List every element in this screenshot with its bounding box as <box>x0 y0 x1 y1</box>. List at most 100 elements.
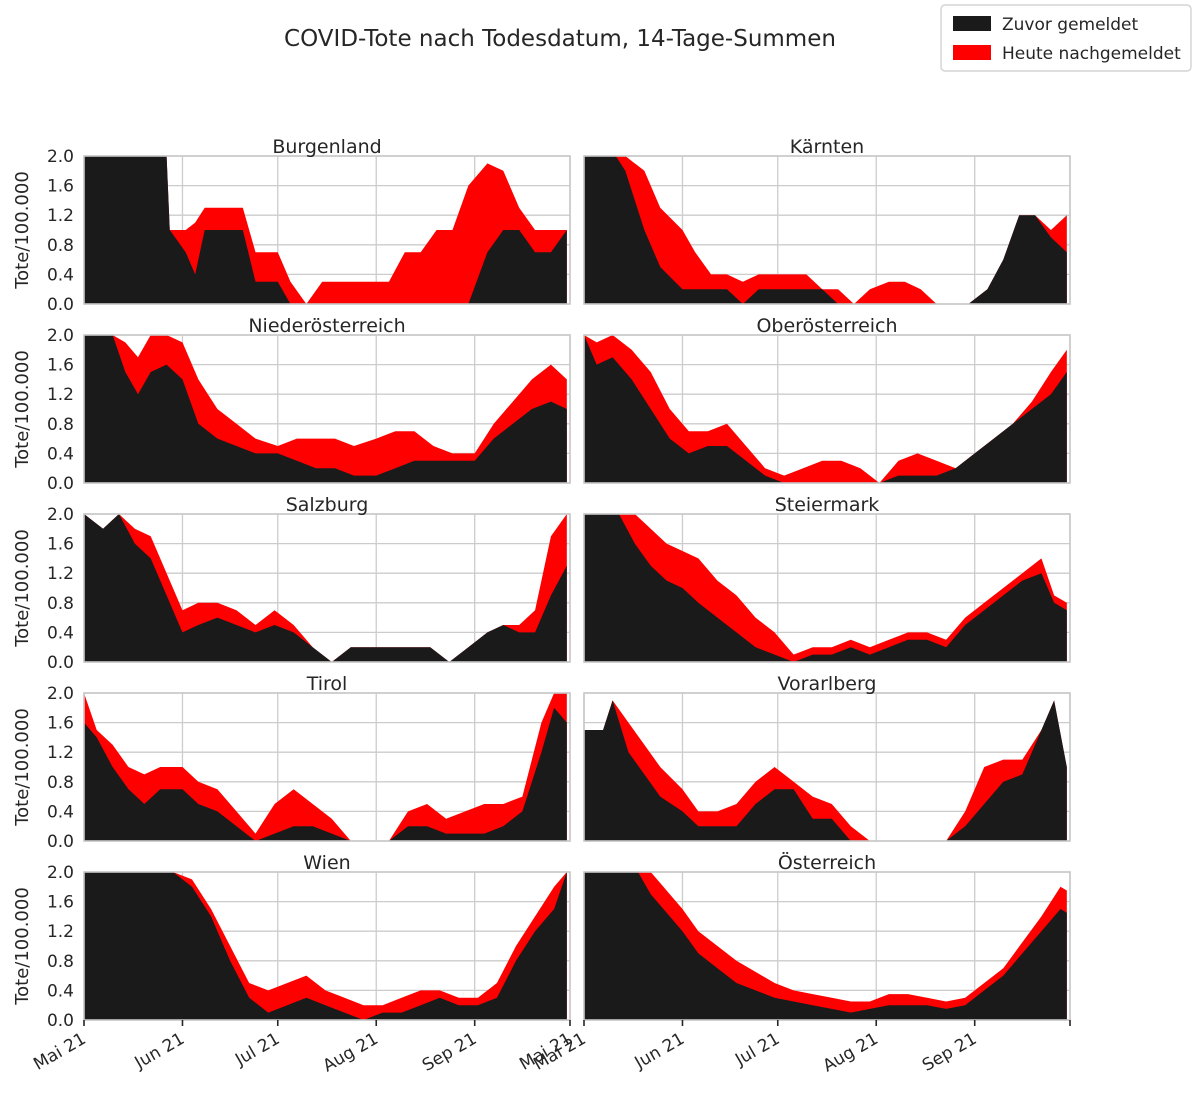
y-tick-label: 2.0 <box>47 863 74 883</box>
panel-frame <box>583 334 1071 484</box>
areas <box>584 514 1067 662</box>
y-tick-label: 0.0 <box>47 295 74 315</box>
small-multiples: Burgenland 0.0 0.4 0.8 1.2 1.6 2.0 Tote/100.000… <box>12 136 1071 1076</box>
area-previous-niederösterreich <box>84 335 567 483</box>
x-tick-label: Aug 21 <box>820 1029 882 1076</box>
y-tick-label: 1.2 <box>47 564 74 584</box>
y-tick-label: 1.2 <box>47 743 74 763</box>
panel-frame <box>583 692 1071 842</box>
legend: Zuvor gemeldet Heute nachgemeldet <box>940 4 1192 72</box>
y-axis-label: Tote/100.000 <box>12 171 33 290</box>
areas <box>584 335 1067 483</box>
y-tick-label: 2.0 <box>47 505 74 525</box>
y-tick-label: 2.0 <box>47 147 74 167</box>
areas <box>84 156 567 304</box>
legend-label-previous: Zuvor gemeldet <box>1002 15 1139 35</box>
y-tick-label: 0.8 <box>47 594 74 614</box>
y-tick-label: 0.0 <box>47 653 74 673</box>
panel-frame <box>83 692 571 842</box>
panel-title: Niederösterreich <box>248 315 405 337</box>
areas <box>84 872 567 1020</box>
y-tick-label: 0.0 <box>47 474 74 494</box>
areas <box>84 693 567 841</box>
y-tick-label: 1.6 <box>47 535 74 555</box>
x-tick-label: Jun 21 <box>131 1029 188 1074</box>
panel-title: Tirol <box>306 673 348 695</box>
panel-oberösterreich: Oberösterreich <box>583 315 1071 484</box>
y-tick-label: 2.0 <box>47 326 74 346</box>
areas <box>584 700 1067 841</box>
panel-kärnten: Kärnten <box>583 136 1071 305</box>
y-tick-label: 0.0 <box>47 1011 74 1031</box>
legend-label-new: Heute nachgemeldet <box>1002 44 1181 64</box>
y-tick-label: 0.4 <box>47 444 74 464</box>
y-tick-label: 0.8 <box>47 773 74 793</box>
y-tick-label: 0.4 <box>47 623 74 643</box>
y-tick-label: 1.2 <box>47 206 74 226</box>
y-axis-label: Tote/100.000 <box>12 887 33 1006</box>
y-tick-label: 1.2 <box>47 385 74 405</box>
areas <box>84 335 567 483</box>
x-tick-label: Sep 21 <box>419 1029 480 1076</box>
area-previous-österreich <box>584 872 1067 1020</box>
panel-salzburg: Salzburg 0.0 0.4 0.8 1.2 1.6 2.0 Tote/100.000 <box>12 494 571 673</box>
panel-title: Oberösterreich <box>756 315 897 337</box>
areas <box>584 872 1067 1020</box>
area-previous-salzburg <box>84 514 567 662</box>
area-new-kärnten <box>584 156 1067 304</box>
panel-niederösterreich: Niederösterreich 0.0 0.4 0.8 1.2 1.6 2.0 Tote/1… <box>12 315 571 494</box>
area-previous-wien <box>84 872 567 1020</box>
y-tick-label: 0.8 <box>47 236 74 256</box>
panel-title: Burgenland <box>272 136 381 158</box>
panel-frame <box>83 155 571 305</box>
y-tick-label: 1.6 <box>47 893 74 913</box>
panel-title: Vorarlberg <box>778 673 877 695</box>
panel-frame <box>583 871 1071 1021</box>
panel-vorarlberg: Vorarlberg <box>583 673 1071 842</box>
legend-swatch-previous <box>953 16 991 31</box>
area-previous-vorarlberg <box>584 700 1067 841</box>
panel-wien: Wien 0.0 0.4 0.8 1.2 1.6 2.0 Tote/100.000 Mai 21… <box>12 852 576 1076</box>
area-new-tirol <box>84 693 567 841</box>
area-new-oberösterreich <box>584 335 1067 483</box>
x-tick-label: Jun 21 <box>631 1029 688 1074</box>
chart-title: COVID-Tote nach Todesdatum, 14-Tage-Summ… <box>284 26 836 52</box>
x-tick-label: Mai 21 <box>30 1029 89 1075</box>
panel-title: Steiermark <box>775 494 880 516</box>
panel-burgenland: Burgenland 0.0 0.4 0.8 1.2 1.6 2.0 Tote/100.000 <box>12 136 571 315</box>
y-axis-label: Tote/100.000 <box>12 708 33 827</box>
x-tick-label: Jul 21 <box>731 1029 783 1071</box>
panel-steiermark: Steiermark <box>583 494 1071 663</box>
x-tick-label: Sep 21 <box>919 1029 980 1076</box>
panel-tirol: Tirol 0.0 0.4 0.8 1.2 1.6 2.0 Tote/100.000 <box>12 673 571 852</box>
y-tick-label: 0.8 <box>47 415 74 435</box>
panel-title: Salzburg <box>286 494 369 516</box>
area-previous-kärnten <box>584 156 1067 304</box>
y-tick-label: 0.8 <box>47 952 74 972</box>
area-previous-tirol <box>84 707 567 841</box>
panel-frame <box>583 513 1071 663</box>
legend-swatch-new <box>953 45 991 60</box>
panel-frame <box>83 334 571 484</box>
areas <box>84 514 567 662</box>
y-tick-label: 1.6 <box>47 714 74 734</box>
panel-title: Kärnten <box>790 136 864 158</box>
x-tick-label: Jul 21 <box>231 1029 283 1071</box>
panel-title: Österreich <box>778 851 876 874</box>
y-tick-label: 1.6 <box>47 177 74 197</box>
x-tick-label: Aug 21 <box>320 1029 382 1076</box>
area-previous-oberösterreich <box>584 335 1067 483</box>
y-tick-label: 0.4 <box>47 802 74 822</box>
y-tick-label: 0.4 <box>47 265 74 285</box>
y-axis-label: Tote/100.000 <box>12 529 33 648</box>
panel-title: Wien <box>303 852 350 874</box>
y-tick-label: 0.4 <box>47 981 74 1001</box>
y-tick-label: 0.0 <box>47 832 74 852</box>
areas <box>584 156 1067 304</box>
panel-frame <box>583 155 1071 305</box>
legend-frame <box>940 4 1192 72</box>
y-tick-label: 2.0 <box>47 684 74 704</box>
y-tick-label: 1.6 <box>47 356 74 376</box>
